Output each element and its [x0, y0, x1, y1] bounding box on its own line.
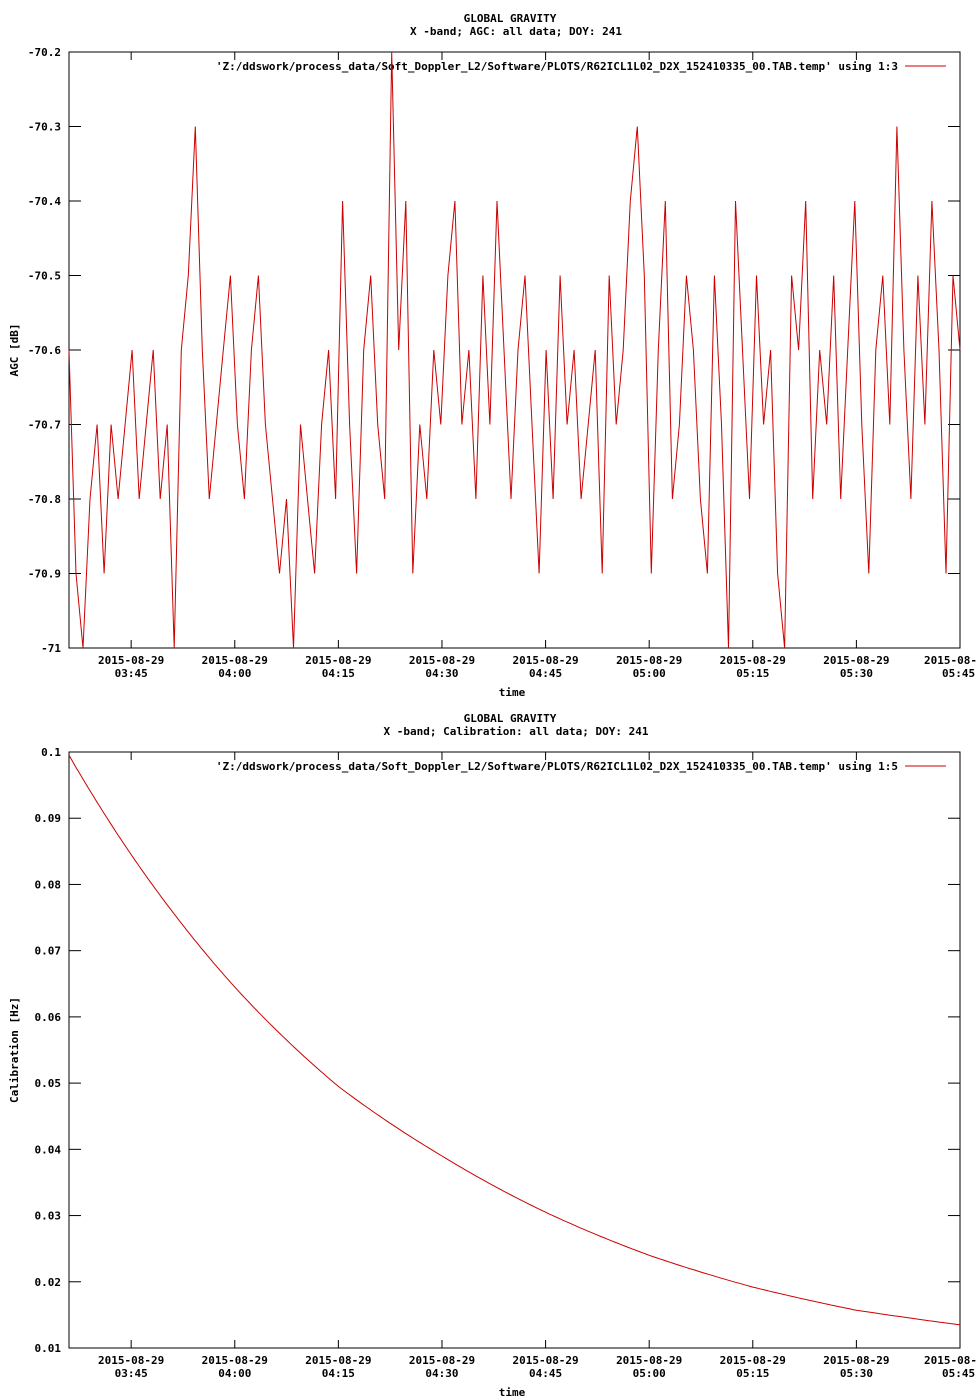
y-tick-label: -70.9 [28, 568, 61, 581]
y-axis-label: AGC [dB] [8, 324, 21, 377]
x-tick-label-time: 05:15 [736, 1367, 769, 1380]
y-tick-label: -71 [41, 642, 61, 655]
x-tick-label-time: 05:15 [736, 667, 769, 680]
x-tick-label-date: 2015-08-29 [409, 1354, 475, 1367]
x-tick-label-time: 04:15 [322, 667, 355, 680]
series-line-agc [68, 51, 961, 649]
y-axis: 0.1 0.09 0.08 0.07 0.06 0.05 0.04 0.03 0.02 0.01 [35, 746, 960, 1355]
x-tick-label-date: 2015-08-29 [305, 654, 371, 667]
x-tick-label-time: 04:45 [529, 1367, 562, 1380]
y-tick-label: -70.2 [28, 46, 61, 59]
x-tick-label-time: 04:00 [218, 667, 251, 680]
y-axis: -70.2 -70.3 -70.4 -70.5 -70.6 -70.7 -70.8 -70.9… [28, 46, 960, 655]
y-tick-label: -70.3 [28, 121, 61, 134]
x-axis-label: time [499, 686, 526, 699]
y-tick-label: 0.02 [35, 1276, 62, 1289]
chart-subtitle: X -band; Calibration: all data; DOY: 241 [384, 725, 649, 738]
plot-frame [68, 751, 961, 1349]
chart-title: GLOBAL GRAVITY [464, 712, 557, 725]
x-tick-label-date: 2015-08- [924, 654, 977, 667]
x-axis-label: time [499, 1386, 526, 1399]
y-tick-label: 0.03 [35, 1210, 62, 1223]
x-tick-label-time: 03:45 [115, 667, 148, 680]
x-tick-label-date: 2015-08-29 [202, 1354, 268, 1367]
x-tick-label-date: 2015-08-29 [512, 1354, 578, 1367]
y-tick-label: -70.4 [28, 195, 61, 208]
x-tick-label-time: 04:15 [322, 1367, 355, 1380]
x-tick-label-time: 04:30 [425, 1367, 458, 1380]
x-tick-label-date: 2015-08-29 [202, 654, 268, 667]
x-tick-label-date: 2015-08-29 [823, 654, 889, 667]
y-tick-label: -70.8 [28, 493, 61, 506]
chart-title: GLOBAL GRAVITY [464, 12, 557, 25]
x-tick-label-date: 2015-08-29 [98, 654, 164, 667]
x-tick-label-date: 2015-08-29 [409, 654, 475, 667]
x-tick-label-time: 05:00 [633, 1367, 666, 1380]
legend-label: 'Z:/ddswork/process_data/Soft_Doppler_L2… [216, 760, 898, 773]
series-line-calibration [68, 755, 961, 1326]
x-tick-label-date: 2015-08-29 [720, 1354, 786, 1367]
x-tick-label-time: 04:45 [529, 667, 562, 680]
y-tick-label: 0.07 [35, 945, 62, 958]
x-tick-label-date: 2015-08-29 [616, 654, 682, 667]
x-tick-label-date: 2015-08-29 [98, 1354, 164, 1367]
chart-calibration: GLOBAL GRAVITY X -band; Calibration: all… [8, 712, 977, 1399]
x-tick-label-time: 05:45 [942, 667, 975, 680]
x-axis: 2015-08-2903:452015-08-2904:002015-08-29… [98, 52, 977, 680]
y-tick-label: 0.09 [35, 812, 62, 825]
x-tick-label-time: 05:30 [840, 1367, 873, 1380]
legend: 'Z:/ddswork/process_data/Soft_Doppler_L2… [216, 760, 946, 773]
x-tick-label-date: 2015-08-29 [305, 1354, 371, 1367]
y-tick-label: 0.06 [35, 1011, 62, 1024]
y-axis-label: Calibration [Hz] [8, 997, 21, 1103]
y-tick-label: -70.6 [28, 344, 61, 357]
y-tick-label: -70.5 [28, 270, 61, 283]
x-tick-label-date: 2015-08-29 [720, 654, 786, 667]
x-tick-label-date: 2015-08-29 [512, 654, 578, 667]
y-tick-label: 0.05 [35, 1077, 62, 1090]
x-tick-label-time: 04:00 [218, 1367, 251, 1380]
x-tick-label-date: 2015-08- [924, 1354, 977, 1367]
x-tick-label-time: 04:30 [425, 667, 458, 680]
y-tick-label: 0.1 [41, 746, 61, 759]
x-tick-label-time: 05:45 [942, 1367, 975, 1380]
x-tick-label-date: 2015-08-29 [823, 1354, 889, 1367]
y-tick-label: 0.04 [35, 1143, 62, 1156]
x-tick-label-time: 05:30 [840, 667, 873, 680]
x-tick-label-time: 05:00 [633, 667, 666, 680]
x-tick-label-date: 2015-08-29 [616, 1354, 682, 1367]
chart-subtitle: X -band; AGC: all data; DOY: 241 [410, 25, 622, 38]
x-tick-label-time: 03:45 [115, 1367, 148, 1380]
x-axis: 2015-08-2903:452015-08-2904:002015-08-29… [98, 752, 977, 1380]
chart-agc: GLOBAL GRAVITY X -band; AGC: all data; D… [8, 12, 977, 699]
legend-label: 'Z:/ddswork/process_data/Soft_Doppler_L2… [216, 60, 898, 73]
y-tick-label: 0.08 [35, 878, 62, 891]
y-tick-label: 0.01 [35, 1342, 62, 1355]
y-tick-label: -70.7 [28, 419, 61, 432]
legend: 'Z:/ddswork/process_data/Soft_Doppler_L2… [216, 60, 946, 73]
